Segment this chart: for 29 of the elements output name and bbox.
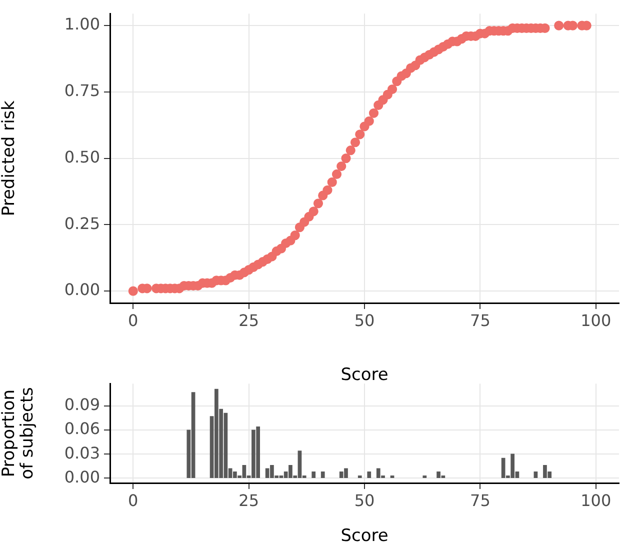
y-tick-label: 0.00 — [64, 280, 100, 300]
x-tick-label: 50 — [354, 490, 375, 510]
x-tick-label: 25 — [238, 490, 259, 510]
x-tick-label: 0 — [128, 310, 138, 330]
x-tick-label: 75 — [470, 490, 490, 510]
y-tick-label: 0.09 — [64, 395, 100, 414]
y-axis-title: Predicted risk — [0, 100, 19, 216]
bar — [320, 471, 325, 478]
y-tick-label: 0.03 — [64, 443, 100, 462]
bar — [534, 471, 538, 478]
y-tick-label: 0.00 — [64, 467, 100, 486]
y-tick-label: 1.00 — [64, 14, 100, 34]
x-axis-title: Score — [340, 365, 388, 386]
x-tick-label: 25 — [238, 310, 259, 330]
x-tick-label: 0 — [128, 490, 138, 510]
y-tick-label: 0.50 — [64, 147, 100, 166]
y-tick-label: 0.06 — [64, 419, 100, 438]
x-axis-title: Score — [340, 526, 388, 546]
bar — [422, 475, 427, 478]
x-tick-label: 50 — [354, 310, 375, 330]
x-tick-label: 75 — [470, 310, 490, 330]
bar — [358, 475, 362, 478]
x-tick-label: 100 — [580, 310, 612, 330]
x-tick-label: 100 — [580, 490, 612, 510]
y-tick-label: 0.25 — [64, 214, 100, 233]
y-axis-title: Proportion of subjects — [0, 387, 38, 480]
bar — [367, 471, 372, 478]
y-tick-label: 0.75 — [64, 81, 100, 100]
bar — [312, 471, 316, 478]
